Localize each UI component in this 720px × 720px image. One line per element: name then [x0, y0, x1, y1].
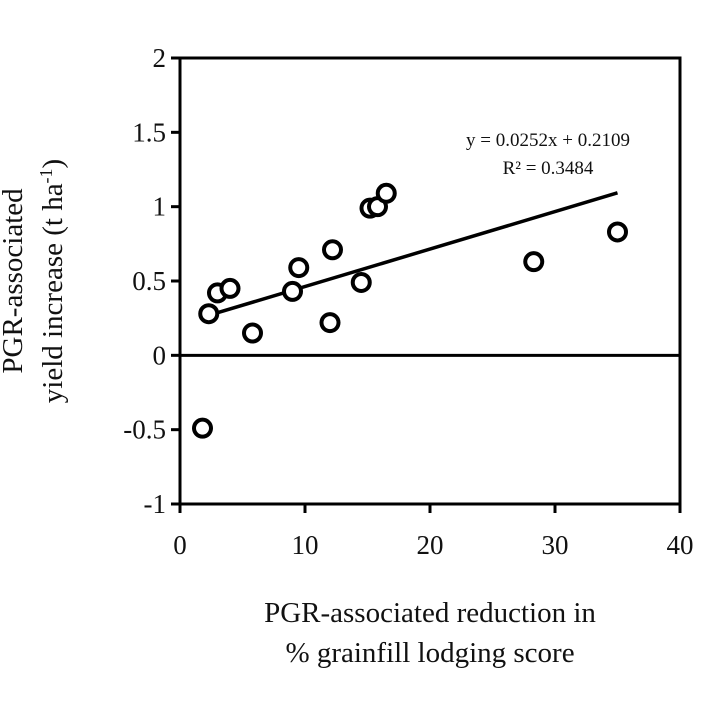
x-tick-label: 40 [667, 530, 694, 560]
y-axis-title: PGR-associated yield increase (t ha-1) [0, 159, 69, 403]
x-tick-label: 0 [173, 530, 187, 560]
y-tick-label: 1.5 [132, 117, 166, 147]
y-tick-label: -1 [144, 489, 167, 519]
y-tick-label: 1 [153, 192, 167, 222]
data-point [350, 271, 372, 293]
data-point [288, 257, 310, 279]
r-squared-label: R² = 0.3484 [503, 158, 594, 179]
data-point [198, 303, 220, 325]
y-axis-title-line1: PGR-associated [0, 188, 29, 374]
y-axis-title-line2: yield increase (t ha-1) [36, 159, 69, 403]
x-axis-title-line: % grainfill lodging score [285, 637, 574, 669]
y-tick-label: 2 [153, 43, 167, 73]
x-tick-label: 10 [292, 530, 319, 560]
data-point [523, 251, 545, 273]
trendline-equation: y = 0.0252x + 0.2109 [466, 130, 630, 151]
y-tick-label: 0 [153, 340, 167, 370]
data-point [219, 277, 241, 299]
x-tick-label: 20 [417, 530, 444, 560]
data-point [242, 322, 263, 344]
y-tick-label: -0.5 [123, 415, 166, 445]
data-point [375, 182, 397, 204]
data-point [319, 312, 341, 334]
data-point [322, 239, 343, 261]
data-point [282, 280, 303, 302]
x-tick-label: 30 [542, 530, 569, 560]
data-point [192, 417, 213, 439]
trendline [208, 191, 619, 318]
plot-frame [178, 56, 682, 506]
x-axis-title-line: PGR-associated reduction in [264, 597, 596, 629]
data-point [607, 221, 628, 243]
y-tick-label: 0.5 [132, 266, 166, 296]
